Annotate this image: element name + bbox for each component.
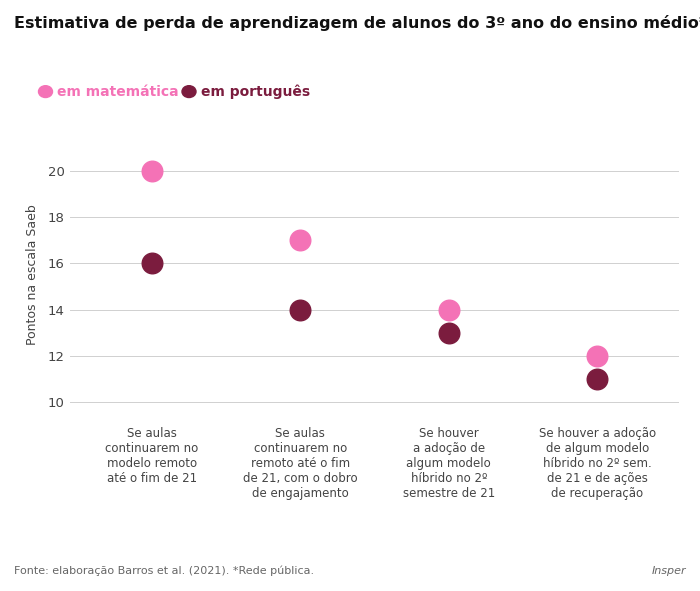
Text: Estimativa de perda de aprendizagem de alunos do 3º ano do ensino médio* em 2021: Estimativa de perda de aprendizagem de a… xyxy=(14,15,700,31)
Text: em português: em português xyxy=(201,85,310,99)
Point xyxy=(443,328,454,337)
Text: Insper: Insper xyxy=(652,566,686,576)
Text: em matemática: em matemática xyxy=(57,85,179,99)
Point xyxy=(443,305,454,314)
Point xyxy=(146,166,158,176)
Text: Fonte: elaboração Barros et al. (2021). *Rede pública.: Fonte: elaboração Barros et al. (2021). … xyxy=(14,566,314,576)
Point xyxy=(146,258,158,268)
Point xyxy=(295,305,306,314)
Y-axis label: Pontos na escala Saeb: Pontos na escala Saeb xyxy=(26,204,39,345)
Point xyxy=(592,374,603,384)
Point xyxy=(295,235,306,245)
Point xyxy=(592,351,603,361)
